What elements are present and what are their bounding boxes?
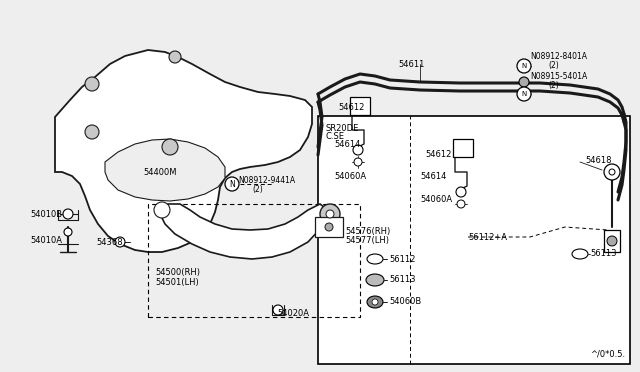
Text: (2): (2) bbox=[252, 185, 263, 193]
Text: 54010A: 54010A bbox=[30, 235, 62, 244]
Text: 54501(LH): 54501(LH) bbox=[155, 278, 199, 286]
Text: 54010B: 54010B bbox=[30, 209, 62, 218]
Circle shape bbox=[354, 158, 362, 166]
Bar bbox=[453, 139, 473, 157]
Text: 54060A: 54060A bbox=[334, 171, 366, 180]
Text: 54060A: 54060A bbox=[420, 195, 452, 203]
Text: 54612: 54612 bbox=[338, 103, 364, 112]
Circle shape bbox=[456, 187, 466, 197]
Circle shape bbox=[169, 51, 181, 63]
Polygon shape bbox=[160, 204, 330, 259]
Ellipse shape bbox=[367, 254, 383, 264]
Text: 56113: 56113 bbox=[590, 250, 616, 259]
Text: (2): (2) bbox=[548, 61, 559, 70]
Circle shape bbox=[162, 139, 178, 155]
Bar bbox=[315, 217, 343, 237]
Circle shape bbox=[517, 87, 531, 101]
Bar bbox=[318, 116, 630, 364]
Text: 54614: 54614 bbox=[420, 171, 446, 180]
Text: N: N bbox=[522, 91, 527, 97]
Circle shape bbox=[326, 210, 334, 218]
Text: 54500(RH): 54500(RH) bbox=[155, 269, 200, 278]
Circle shape bbox=[604, 164, 620, 180]
Circle shape bbox=[64, 228, 72, 236]
Circle shape bbox=[607, 236, 617, 246]
Bar bbox=[604, 230, 620, 252]
Text: 54060B: 54060B bbox=[389, 298, 421, 307]
Text: N08912-8401A: N08912-8401A bbox=[530, 51, 587, 61]
Text: N: N bbox=[229, 180, 235, 189]
Polygon shape bbox=[105, 139, 225, 201]
Bar bbox=[350, 97, 370, 115]
Circle shape bbox=[353, 145, 363, 155]
Ellipse shape bbox=[366, 274, 384, 286]
Text: SR20DE: SR20DE bbox=[326, 124, 360, 132]
Polygon shape bbox=[55, 50, 312, 252]
Text: 54612: 54612 bbox=[425, 150, 451, 158]
Circle shape bbox=[115, 237, 125, 247]
Circle shape bbox=[517, 59, 531, 73]
Text: N08915-5401A: N08915-5401A bbox=[530, 71, 588, 80]
Text: 54576(RH): 54576(RH) bbox=[345, 227, 390, 235]
Text: 56113: 56113 bbox=[389, 276, 415, 285]
Circle shape bbox=[457, 200, 465, 208]
Circle shape bbox=[63, 209, 73, 219]
Text: 54611: 54611 bbox=[398, 60, 424, 68]
Circle shape bbox=[225, 177, 239, 191]
Text: ^/0*0.5.: ^/0*0.5. bbox=[590, 350, 625, 359]
Circle shape bbox=[273, 305, 283, 315]
Text: 54618: 54618 bbox=[585, 155, 611, 164]
Text: C.SE: C.SE bbox=[326, 131, 345, 141]
Ellipse shape bbox=[572, 249, 588, 259]
Circle shape bbox=[320, 204, 340, 224]
Text: 54614: 54614 bbox=[334, 140, 360, 148]
Text: N: N bbox=[522, 63, 527, 69]
Text: N08912-9441A: N08912-9441A bbox=[238, 176, 295, 185]
Circle shape bbox=[85, 125, 99, 139]
Ellipse shape bbox=[367, 296, 383, 308]
Text: 56112: 56112 bbox=[389, 254, 415, 263]
Text: 56112+A: 56112+A bbox=[468, 232, 507, 241]
Text: (2): (2) bbox=[548, 80, 559, 90]
Text: 54577(LH): 54577(LH) bbox=[345, 235, 389, 244]
Circle shape bbox=[609, 169, 615, 175]
Circle shape bbox=[154, 202, 170, 218]
Text: 54368: 54368 bbox=[96, 237, 123, 247]
Text: 54400M: 54400M bbox=[143, 167, 177, 176]
Text: 54020A: 54020A bbox=[277, 308, 309, 317]
Circle shape bbox=[372, 299, 378, 305]
Circle shape bbox=[519, 77, 529, 87]
Circle shape bbox=[85, 77, 99, 91]
Circle shape bbox=[325, 223, 333, 231]
